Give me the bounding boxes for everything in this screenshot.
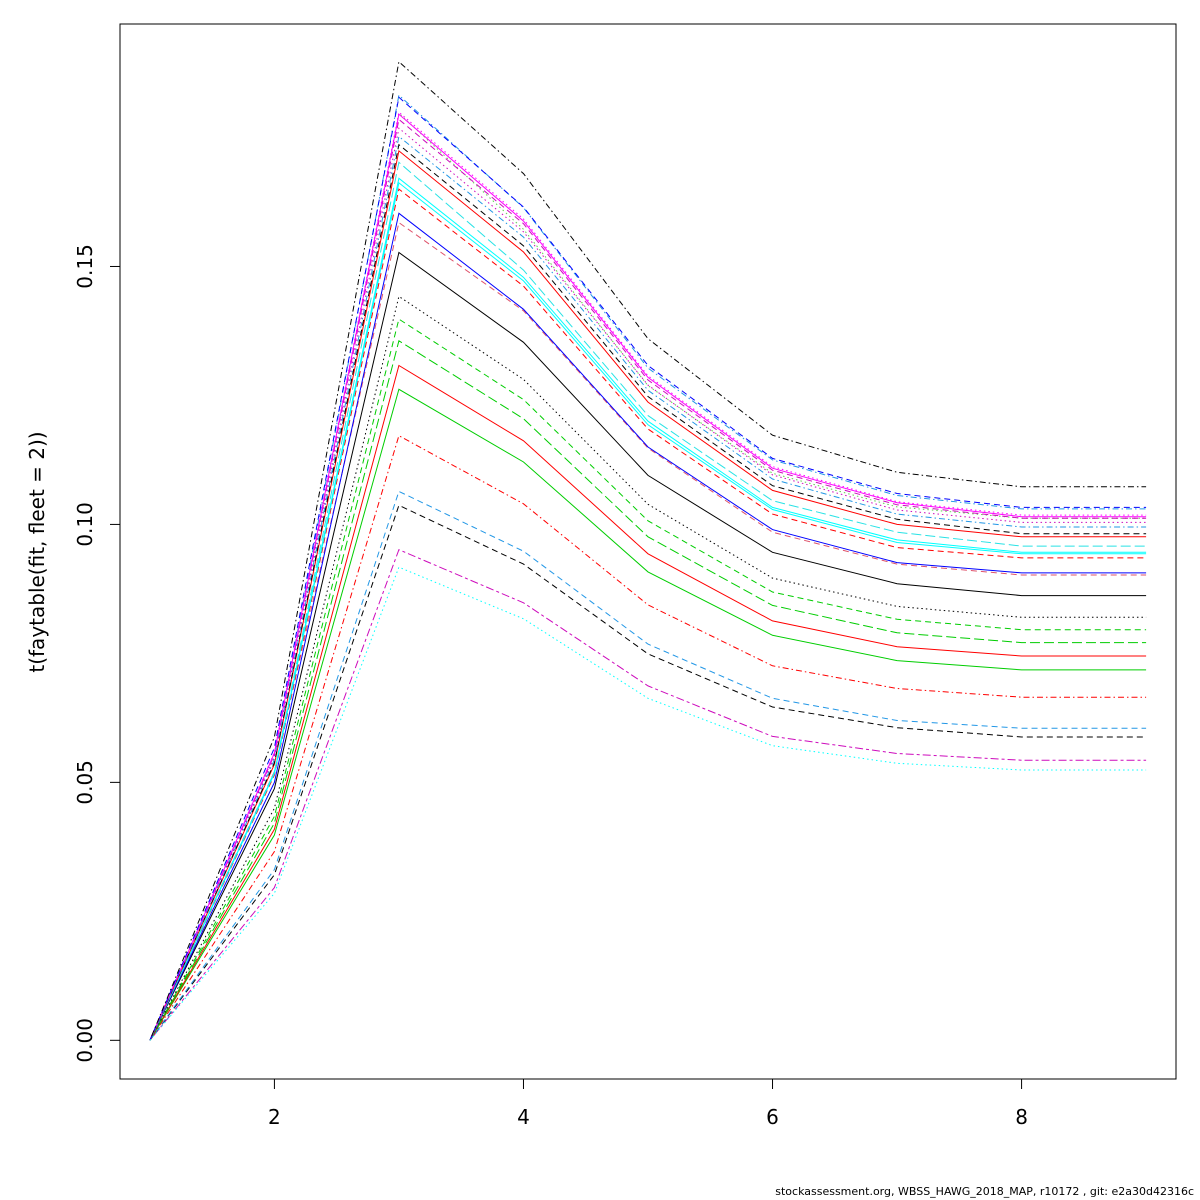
series-line-26 bbox=[149, 96, 1147, 1041]
series-line-27 bbox=[149, 60, 1147, 1041]
x-axis: 2 4 6 8 bbox=[268, 1079, 1028, 1129]
series-line-10 bbox=[149, 388, 1147, 1041]
series-line-21 bbox=[149, 135, 1147, 1041]
series-line-9 bbox=[149, 434, 1147, 1041]
series-line-5 bbox=[149, 161, 1147, 1041]
series-line-25 bbox=[149, 111, 1147, 1041]
series-line-6 bbox=[149, 549, 1147, 1041]
y-tick-label: 0.15 bbox=[73, 244, 97, 289]
series-line-2 bbox=[149, 221, 1147, 1041]
series-line-3 bbox=[149, 112, 1147, 1041]
y-tick-label: 0.00 bbox=[73, 1018, 97, 1063]
y-axis: 0.00 0.05 0.10 0.15 bbox=[73, 244, 120, 1063]
footer-credit: stockassessment.org, WBSS_HAWG_2018_MAP,… bbox=[775, 1185, 1194, 1198]
series-line-18 bbox=[149, 177, 1147, 1041]
y-tick-label: 0.10 bbox=[73, 502, 97, 547]
series-line-23 bbox=[149, 118, 1147, 1041]
series-line-17 bbox=[149, 182, 1147, 1041]
x-tick-label: 4 bbox=[517, 1105, 530, 1129]
y-axis-label: t(faytable(fit, fleet = 2)) bbox=[25, 431, 49, 672]
series-line-14 bbox=[149, 295, 1147, 1041]
series-line-13 bbox=[149, 318, 1147, 1041]
series-line-4 bbox=[149, 94, 1147, 1041]
series-line-24 bbox=[149, 113, 1147, 1041]
series-line-22 bbox=[149, 127, 1147, 1041]
plot-frame bbox=[119, 23, 1177, 1080]
series-line-19 bbox=[149, 149, 1147, 1041]
series-line-20 bbox=[149, 143, 1147, 1041]
series-line-15 bbox=[149, 212, 1147, 1041]
x-tick-label: 8 bbox=[1015, 1105, 1028, 1129]
series-line-28 bbox=[149, 566, 1147, 1041]
series-line-1 bbox=[149, 251, 1147, 1041]
series-line-8 bbox=[149, 490, 1147, 1041]
x-tick-label: 2 bbox=[268, 1105, 281, 1129]
y-tick-label: 0.05 bbox=[73, 760, 97, 805]
series-line-7 bbox=[149, 504, 1147, 1041]
series-line-11 bbox=[149, 364, 1147, 1041]
x-tick-label: 6 bbox=[766, 1105, 779, 1129]
series-line-12 bbox=[149, 340, 1147, 1041]
series-line-16 bbox=[149, 188, 1147, 1041]
series-layer bbox=[149, 60, 1147, 1041]
